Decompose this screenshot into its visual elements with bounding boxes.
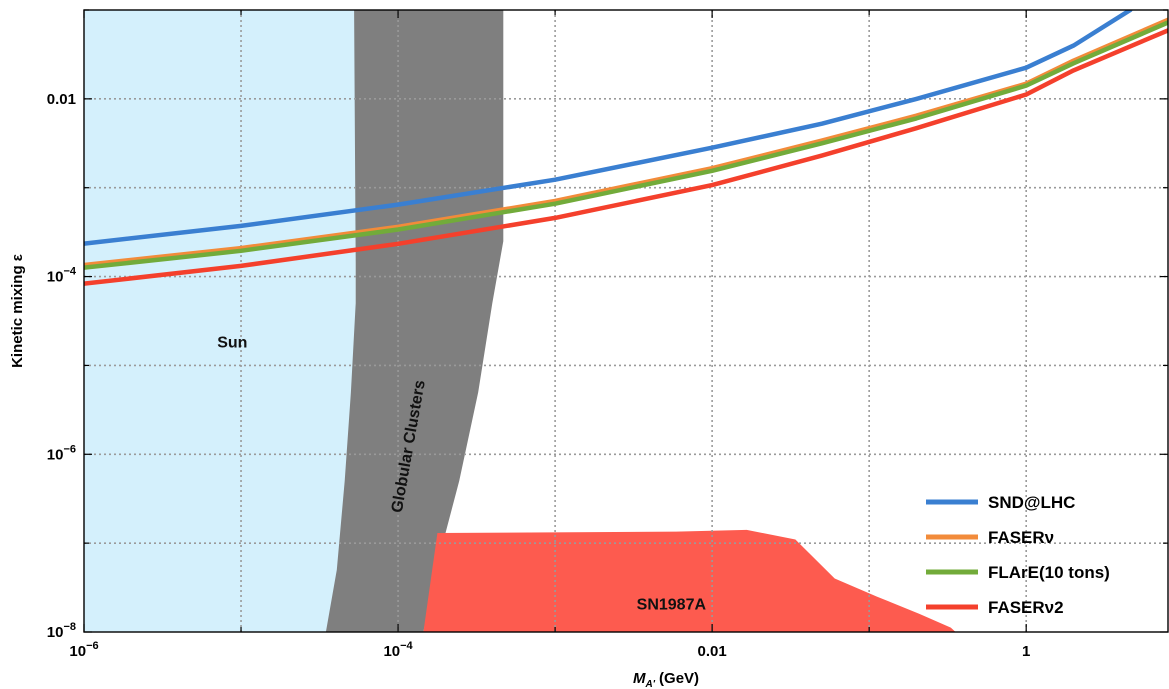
region-label-sun: Sun [217,334,247,351]
y-tick-label: 0.01 [47,91,76,108]
series-line-snd-lhc [84,10,1133,246]
sensitivity-curves [84,10,1168,286]
grid-lines [84,10,1168,632]
y-axis-title: Kinetic mixing ε [9,254,26,368]
x-axis-title-subscript: A' [644,679,655,689]
series-line-flare-10-tons [84,20,1168,270]
x-tick-label: 10−6 [69,640,98,660]
legend: SND@LHC FASERν FLArE(10 tons) FASERν2 [926,493,1110,617]
x-tick-label: 0.01 [698,643,727,660]
legend-label: FASERν [988,528,1054,547]
y-tick-label: 10−6 [47,443,76,463]
legend-label: FASERν2 [988,598,1064,617]
region-label-sn1987a: SN1987A [637,596,707,613]
y-tick-label: 10−8 [47,621,76,641]
x-axis-title: MA' (GeV) [633,670,699,689]
region-sn1987a [423,529,956,632]
exclusion-regions [84,10,956,632]
axis-ticks [83,9,1168,633]
x-axis-title-unit: (GeV) [659,670,699,687]
x-tick-label: 1 [1022,643,1030,660]
legend-label: FLArE(10 tons) [988,563,1110,582]
axis-tick-labels: 10−6 10−4 0.01 110−810−610−40.01 [47,91,1031,660]
x-tick-label: 10−4 [383,640,413,660]
region-globular-clusters [325,10,504,632]
legend-label: SND@LHC [988,493,1075,512]
series-line-faser-2 [84,28,1168,286]
plot-frame [83,9,1169,633]
x-axis-title-main: M [633,670,646,687]
y-tick-label: 10−4 [47,266,77,286]
region-sun [84,10,356,632]
